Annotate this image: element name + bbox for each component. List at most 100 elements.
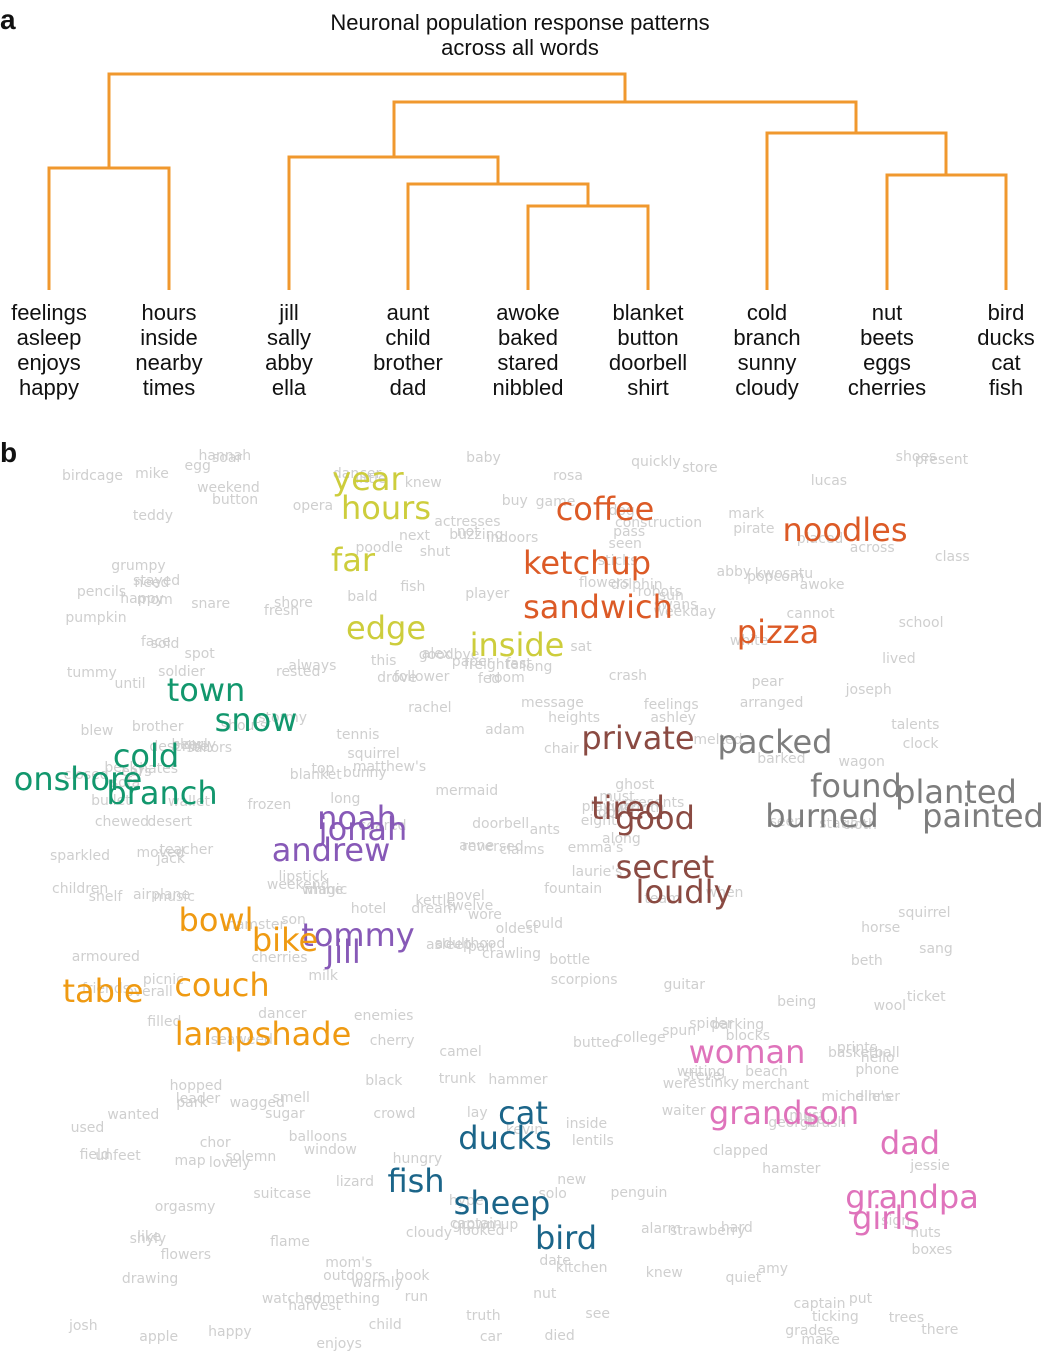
- background-word: hammer: [488, 1072, 548, 1089]
- background-word: tummy: [66, 665, 117, 682]
- highlighted-word-blue: fish: [387, 1162, 445, 1200]
- background-word: basketball: [827, 1045, 900, 1062]
- background-word: shelf: [88, 889, 123, 906]
- leaf-word: doorbell: [608, 350, 688, 375]
- background-word: wagon: [838, 753, 885, 770]
- leaf-word: ducks: [977, 325, 1035, 350]
- background-word: bullet: [91, 793, 131, 810]
- background-word: next: [399, 527, 431, 544]
- background-word: spun: [662, 1022, 697, 1039]
- background-word: grumpy: [111, 558, 166, 575]
- background-word: prints: [836, 1039, 878, 1056]
- background-word: station: [819, 815, 868, 832]
- background-word: beth: [850, 952, 883, 969]
- background-word: lipstick: [278, 868, 328, 885]
- leaf-word: fish: [988, 375, 1024, 400]
- dendrogram-leaf-group: jill sally abby ella: [229, 300, 349, 400]
- background-word: magic: [304, 881, 348, 898]
- background-word: unfeet: [95, 1147, 141, 1164]
- background-word: sang: [919, 940, 953, 957]
- dendrogram-title-line-2: across all words: [441, 35, 599, 60]
- background-word: playing: [581, 798, 633, 815]
- highlighted-word-green: cold: [112, 737, 180, 775]
- background-word: ticket: [906, 989, 946, 1006]
- background-word: run: [404, 1288, 429, 1305]
- background-word: filled: [147, 1013, 182, 1030]
- highlighted-word-pink: grandpa: [845, 1178, 979, 1216]
- background-word: joseph: [845, 682, 892, 699]
- background-word: soared: [359, 818, 407, 835]
- background-word: awoke: [799, 576, 845, 593]
- background-word: college: [615, 1029, 666, 1046]
- highlighted-word-brown: secret: [615, 848, 715, 886]
- background-word: pair: [467, 939, 496, 956]
- background-word: class: [934, 549, 970, 566]
- background-word: soldier: [158, 664, 206, 681]
- highlighted-word-pink: girls: [852, 1199, 920, 1237]
- background-word: hid: [804, 1111, 826, 1128]
- background-word: put: [848, 1290, 873, 1307]
- background-word: buy: [501, 493, 528, 510]
- highlighted-word-brown: private: [581, 719, 695, 757]
- background-word: jack: [156, 850, 185, 867]
- leaf-word: button: [617, 325, 679, 350]
- background-word: kettle: [415, 893, 456, 910]
- background-word: adulthood: [434, 936, 506, 953]
- background-word: kevin: [505, 1122, 544, 1139]
- background-word: arranged: [739, 695, 804, 712]
- leaf-word: asleep: [16, 325, 82, 350]
- highlighted-word-green: snow: [214, 701, 298, 739]
- background-word: pumpkin: [65, 609, 127, 626]
- background-word: mark: [728, 506, 765, 523]
- background-word: apple: [139, 1328, 179, 1345]
- background-word: must: [789, 1108, 825, 1125]
- background-word: there: [921, 1322, 959, 1339]
- background-word: player: [465, 586, 510, 603]
- background-word: kwosatu: [754, 566, 814, 583]
- background-word: like: [137, 1229, 162, 1246]
- background-word: grades: [785, 1323, 834, 1340]
- background-word: not: [456, 523, 480, 540]
- background-word: fountain: [544, 880, 603, 897]
- highlighted-word-blue: bird: [534, 1219, 598, 1257]
- background-word: grown-up: [452, 1217, 519, 1234]
- background-word: lived: [882, 650, 916, 667]
- background-word: alex: [421, 645, 451, 662]
- leaf-word: cat: [991, 350, 1021, 375]
- background-word: shore: [274, 595, 313, 612]
- background-word: bald: [347, 588, 378, 605]
- background-word: truth: [466, 1307, 501, 1324]
- background-word: weekend: [197, 480, 260, 497]
- background-word: fresh: [263, 603, 300, 620]
- background-word: hotel: [350, 901, 387, 918]
- background-word: child: [368, 1316, 402, 1333]
- leaf-word: nearby: [135, 350, 203, 375]
- background-word: team: [644, 890, 681, 907]
- highlighted-word-orange: table: [62, 972, 144, 1010]
- dendrogram-leaf-group: feelings asleep enjoys happy: [0, 300, 109, 400]
- background-word: milk: [308, 968, 338, 985]
- background-word: drove: [377, 670, 417, 687]
- background-word: slowly: [172, 736, 217, 753]
- background-word: lay: [466, 1104, 488, 1121]
- leaf-word: baked: [498, 325, 558, 350]
- background-word: flame: [270, 1233, 310, 1250]
- highlighted-word-yellow: far: [330, 541, 376, 579]
- leaf-word: awoke: [496, 300, 560, 325]
- background-word: ashley: [650, 710, 696, 727]
- background-word: amy: [757, 1261, 789, 1278]
- background-word: heights: [548, 709, 601, 726]
- background-word: squirrel: [347, 745, 400, 762]
- leaf-word: happy: [19, 375, 79, 400]
- leaf-word: bird: [987, 300, 1025, 325]
- background-word: talents: [891, 717, 940, 734]
- highlighted-word-gray: burned: [765, 797, 879, 835]
- leaf-word: cherries: [847, 375, 927, 400]
- leaf-word: enjoys: [17, 350, 81, 375]
- highlighted-word-red: ketchup: [522, 544, 652, 582]
- highlighted-word-orange: bowl: [178, 901, 254, 939]
- dendrogram-leaf-group: awoke baked stared nibbled: [468, 300, 588, 400]
- background-word: pass: [613, 523, 646, 540]
- background-word: flowers: [160, 1247, 212, 1264]
- background-word: friends: [81, 981, 131, 998]
